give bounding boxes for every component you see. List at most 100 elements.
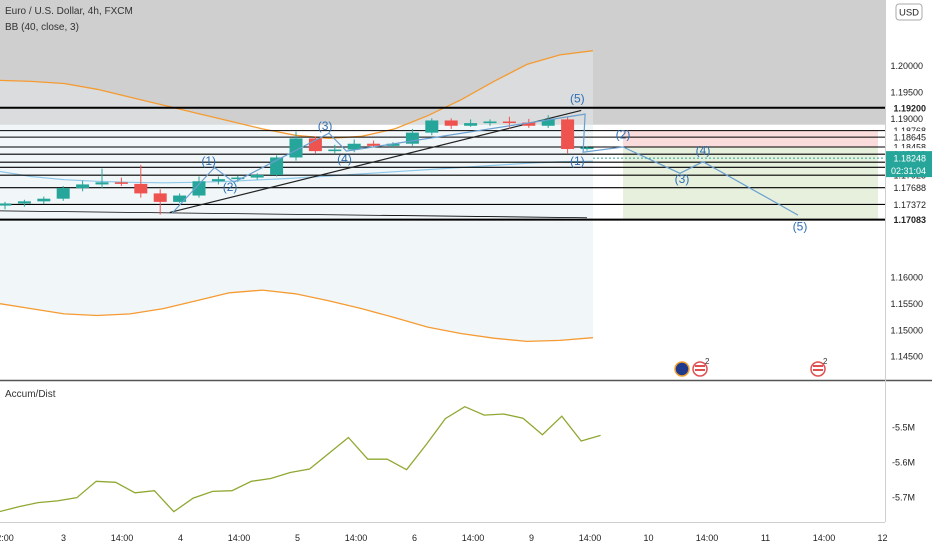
time-tick-label: 3 — [61, 533, 66, 543]
candle-body — [231, 177, 245, 180]
candle-body — [367, 143, 381, 146]
time-tick-label: 5 — [295, 533, 300, 543]
wave-label: (1) — [201, 154, 216, 168]
candle-body — [522, 122, 536, 126]
wave-label: (5) — [570, 92, 585, 106]
level-label-bg — [886, 181, 930, 194]
time-tick-label: 14:00 — [813, 533, 836, 543]
level-label-bg — [886, 124, 930, 137]
candle-body — [153, 193, 167, 202]
us-flag-icon-stripes — [695, 365, 705, 367]
base-line[interactable] — [0, 210, 588, 219]
level-label-bg — [886, 131, 930, 144]
bb-indicator-label[interactable]: BB (40, close, 3) — [5, 22, 79, 33]
wave-label: (4) — [337, 152, 352, 166]
candle-body — [347, 143, 361, 150]
wave-label: (3) — [675, 172, 690, 186]
candle-body — [0, 203, 12, 206]
candle-body — [386, 143, 400, 146]
candle-body — [173, 195, 187, 202]
candle-body — [425, 120, 439, 133]
candle-body — [483, 121, 497, 124]
time-tick-label: 2:00 — [0, 533, 14, 543]
price-tick-label: 1.15500 — [890, 299, 923, 309]
candle-body — [114, 182, 128, 184]
bar-countdown: 02:31:04 — [891, 166, 926, 176]
candle-body — [580, 147, 594, 150]
accum-dist-line: -5.5M -5.6M -5.7M — [0, 405, 915, 513]
candle-body — [405, 132, 419, 144]
trend-line[interactable] — [169, 109, 582, 214]
candle-body — [561, 119, 575, 150]
time-tick-label: 11 — [761, 533, 770, 543]
time-tick-label: 14:00 — [696, 533, 719, 543]
candle-body — [502, 121, 516, 124]
accum-dist-label[interactable]: Accum/Dist — [5, 389, 56, 400]
target-zone[interactable] — [623, 147, 878, 220]
price-tick-label: 1.15000 — [890, 325, 923, 335]
ad-tick-label: -5.5M — [892, 423, 915, 433]
time-axis-labels: 2:00 3 14:00 4 14:00 5 14:00 6 14:00 9 14:00 10 14:0… — [0, 533, 888, 543]
wave-label: (5) — [793, 219, 808, 233]
us-flag-icon-2-count: 2 — [823, 357, 828, 366]
upper-shade-overlay — [0, 0, 593, 125]
currency-button[interactable] — [895, 3, 923, 21]
price-tick-label: 1.19000 — [890, 114, 923, 124]
price-tick-label: 1.16000 — [890, 272, 923, 282]
current-price-tag[interactable] — [886, 151, 932, 178]
horizontal-levels[interactable] — [0, 106, 885, 221]
candle-body — [76, 184, 90, 189]
candle-body — [95, 182, 109, 185]
wave-path[interactable] — [171, 113, 799, 216]
candle-body — [211, 179, 225, 182]
symbol-title[interactable]: Euro / U.S. Dollar, 4h, FXCM — [5, 6, 133, 17]
elliott-wave[interactable]: (1) (2) (3) (4) (5) (1) (2) (4) (3) (5) — [171, 92, 808, 234]
level-label: 1.17083 — [893, 215, 926, 225]
candle-body — [37, 198, 51, 202]
current-price-label: 1.18248 — [893, 154, 926, 164]
us-flag-icon-2-stripes — [813, 365, 823, 367]
event-icons[interactable]: 2 2 — [674, 357, 828, 377]
time-tick-label: 10 — [643, 533, 653, 543]
accum-dist-series — [0, 405, 601, 513]
level-label: 1.19200 — [893, 103, 926, 113]
level-label: 1.18645 — [893, 133, 926, 143]
level-label-bg — [886, 213, 930, 226]
price-axis-labels: 1.20000 1.19500 1.19000 1.16000 1.15500 1.150… — [593, 61, 932, 362]
level-label: 1.17688 — [893, 183, 926, 193]
eu-flag-icon[interactable] — [674, 361, 690, 377]
time-axis[interactable] — [0, 522, 932, 550]
level-label: 1.17372 — [893, 200, 926, 210]
wave-label: (3) — [318, 119, 333, 133]
indicator-pane-background — [0, 382, 885, 522]
level-label: 1.18458 — [893, 143, 926, 153]
candle-body — [289, 138, 303, 158]
time-tick-label: 12 — [877, 533, 887, 543]
stop-zone[interactable] — [623, 129, 878, 148]
time-tick-label: 14:00 — [579, 533, 602, 543]
level-label: 1.18768 — [893, 126, 926, 136]
time-tick-label: 6 — [412, 533, 417, 543]
candle-body — [444, 120, 458, 126]
candle-body — [464, 123, 478, 126]
ad-tick-label: -5.6M — [892, 458, 915, 468]
currency-label: USD — [899, 8, 919, 19]
candle-body — [541, 119, 555, 126]
us-flag-icon-count: 2 — [705, 357, 710, 366]
price-tick-label: 1.20000 — [890, 61, 923, 71]
trend-lines[interactable] — [0, 109, 588, 219]
wave-label: (4) — [696, 143, 711, 157]
wave-label: (2) — [616, 127, 631, 141]
projection-zones — [623, 129, 878, 220]
candle-body — [17, 201, 31, 204]
indicator-axis[interactable] — [885, 382, 932, 522]
wave-label: (2) — [223, 180, 238, 194]
ad-tick-label: -5.7M — [892, 493, 915, 503]
candle-body — [250, 174, 264, 178]
time-tick-label: 4 — [178, 533, 183, 543]
us-flag-icon-stripes-2 — [695, 369, 705, 371]
candle-body — [192, 181, 206, 196]
wave-label: (1) — [570, 154, 585, 168]
time-tick-label: 14:00 — [462, 533, 485, 543]
